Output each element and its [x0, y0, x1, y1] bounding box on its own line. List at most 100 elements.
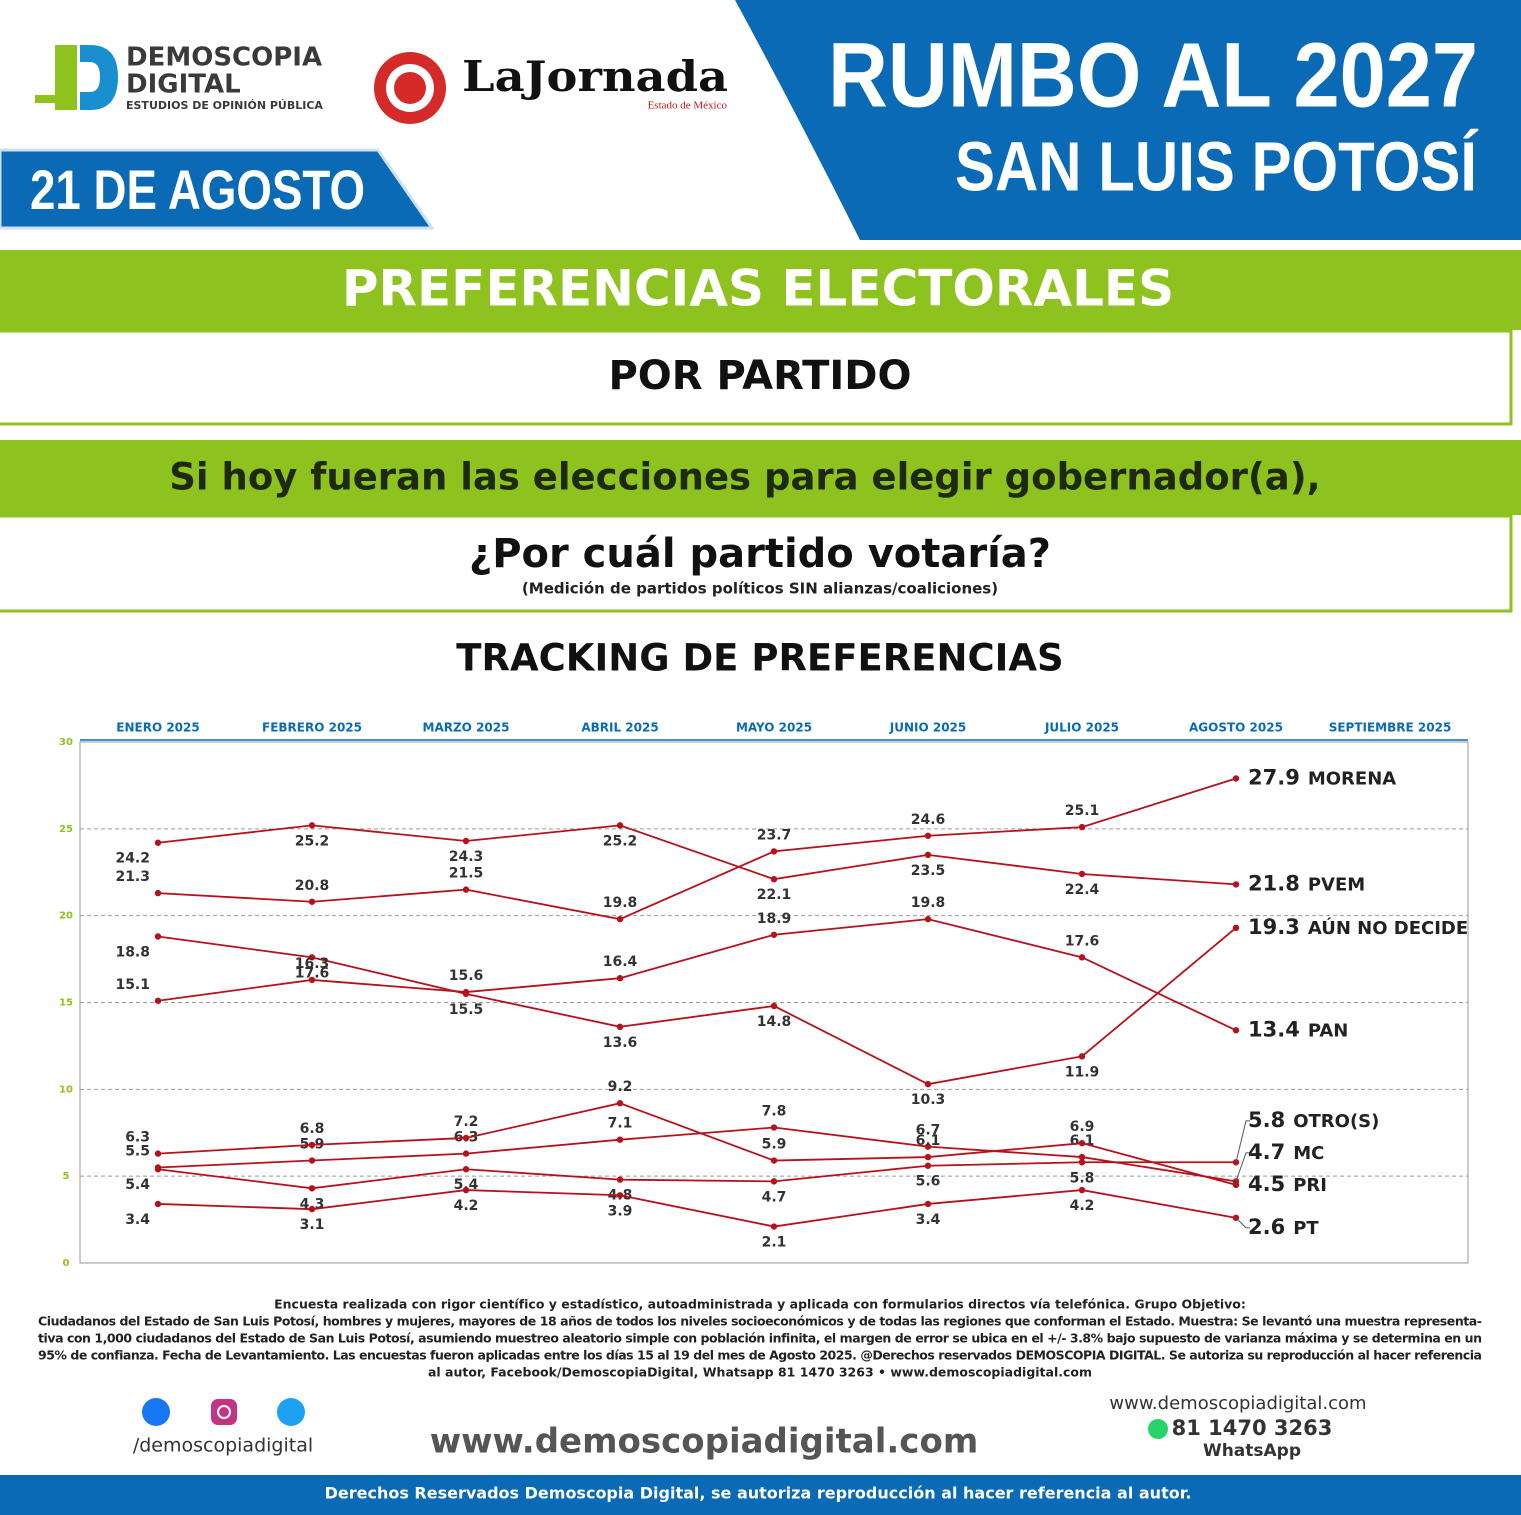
rights: Derechos Reservados Demoscopia Digital, … — [325, 1484, 1192, 1503]
series-line — [157, 1102, 1237, 1186]
data-label: 4.7 — [762, 1189, 787, 1205]
point — [1078, 1053, 1086, 1060]
point — [924, 1143, 932, 1150]
methodology-line: tiva con 1,000 ciudadanos del Estado de … — [38, 1331, 1482, 1346]
data-label: 23.7 — [757, 827, 792, 843]
point — [1078, 954, 1086, 961]
phone: 81 1470 3263 — [1172, 1416, 1333, 1440]
point — [1078, 870, 1086, 878]
legend-label: PAN — [1308, 1020, 1349, 1041]
data-label: 7.1 — [608, 1116, 633, 1132]
chart-title: TRACKING DE PREFERENCIAS — [456, 637, 1063, 680]
question-line1: Si hoy fueran las elecciones para elegir… — [169, 456, 1320, 499]
legend-label: PT — [1293, 1218, 1319, 1239]
data-label: 24.2 — [115, 851, 150, 867]
data-label: 5.5 — [125, 1143, 150, 1159]
headline: RUMBO AL 2027 — [828, 24, 1478, 126]
data-label: 5.8 — [1070, 1170, 1095, 1186]
chart: 0 5 10 15 20 25 30 ENERO 2025 FEBRERO 2025 MARZO … — [59, 721, 1468, 1270]
point — [462, 837, 470, 845]
data-label: 9.2 — [608, 1079, 633, 1095]
data-label: 6.9 — [1070, 1119, 1095, 1135]
data-label: 14.8 — [757, 1014, 792, 1030]
series-line — [157, 777, 1237, 921]
point — [616, 974, 624, 982]
point — [924, 1200, 932, 1208]
y-tick-label: 0 — [63, 1258, 70, 1269]
date: 21 DE AGOSTO — [30, 158, 365, 221]
point — [1232, 1181, 1240, 1189]
rights-bar — [0, 1475, 1521, 1515]
data-label: 25.1 — [1065, 803, 1100, 819]
point — [308, 1157, 316, 1164]
point — [1078, 1159, 1086, 1166]
point — [154, 889, 162, 897]
point — [770, 1002, 778, 1010]
legend-label: MC — [1293, 1143, 1324, 1164]
data-label: 25.2 — [295, 833, 330, 849]
partner-sub: Estado de México — [648, 100, 728, 112]
point — [1232, 1027, 1240, 1034]
data-label: 15.5 — [449, 1002, 484, 1018]
point — [1078, 1153, 1086, 1161]
date-box — [0, 148, 435, 230]
series-line — [157, 824, 1237, 886]
leader-line — [1235, 1120, 1250, 1163]
y-tick-label: 5 — [63, 1171, 70, 1182]
point — [308, 822, 316, 829]
data-label: 10.3 — [911, 1092, 946, 1108]
data-label: 7.2 — [454, 1114, 479, 1130]
brand-line2: DIGITAL — [126, 70, 241, 100]
point — [308, 1185, 316, 1192]
y-tick-label: 25 — [59, 824, 73, 835]
data-label: 2.1 — [762, 1235, 787, 1251]
data-label: 7.8 — [762, 1104, 787, 1120]
end-value-label: 4.5 — [1248, 1172, 1285, 1196]
point — [924, 915, 932, 923]
methodology: Encuesta realizada con rigor científico … — [38, 1297, 1482, 1380]
x-tick-label: MARZO 2025 — [423, 721, 510, 735]
data-label: 3.4 — [916, 1212, 941, 1228]
point — [154, 1200, 162, 1208]
point — [924, 832, 932, 839]
data-label: 18.8 — [115, 945, 150, 961]
legend-label: PRI — [1293, 1175, 1327, 1196]
data-label: 16.4 — [603, 954, 638, 970]
point — [770, 1223, 778, 1230]
data-label: 23.5 — [911, 863, 946, 879]
legend-label: AÚN NO DECIDE — [1308, 917, 1468, 939]
section-subtitle: POR PARTIDO — [608, 353, 911, 399]
end-value-label: 2.6 — [1248, 1215, 1285, 1239]
end-value-label: 21.8 — [1248, 871, 1300, 895]
data-label: 15.1 — [115, 977, 150, 993]
point — [1078, 1139, 1086, 1147]
legend-label: MORENA — [1308, 768, 1396, 789]
point — [616, 1136, 624, 1143]
point — [924, 851, 932, 859]
methodology-line: Ciudadanos del Estado de San Luis Potosí… — [38, 1314, 1482, 1329]
end-value-label: 27.9 — [1248, 765, 1300, 789]
series-line — [157, 1126, 1237, 1183]
data-label: 5.6 — [916, 1174, 941, 1190]
point — [154, 1150, 162, 1157]
point — [462, 988, 470, 996]
data-label: 4.2 — [1070, 1198, 1095, 1214]
point — [462, 1150, 470, 1157]
brand-tagline: ESTUDIOS DE OPINIÓN PÚBLICA — [126, 99, 323, 112]
data-label: 17.6 — [1065, 933, 1100, 949]
methodology-line: Encuesta realizada con rigor científico … — [274, 1297, 1246, 1312]
y-tick-label: 30 — [59, 737, 73, 748]
point — [770, 875, 778, 883]
series-line — [157, 927, 1237, 1086]
data-label: 20.8 — [295, 878, 330, 894]
data-label: 3.4 — [125, 1212, 150, 1228]
partner-name: LaJornada — [462, 52, 728, 101]
point — [924, 1080, 932, 1088]
question-box — [0, 514, 1513, 613]
social-handle: /demoscopiadigital — [133, 1435, 313, 1457]
question-line2: ¿Por cuál partido votaría? — [469, 531, 1051, 577]
data-label: 5.4 — [125, 1177, 150, 1193]
leader-line — [1235, 1152, 1250, 1182]
data-label: 17.6 — [295, 965, 330, 981]
point — [616, 1192, 624, 1199]
